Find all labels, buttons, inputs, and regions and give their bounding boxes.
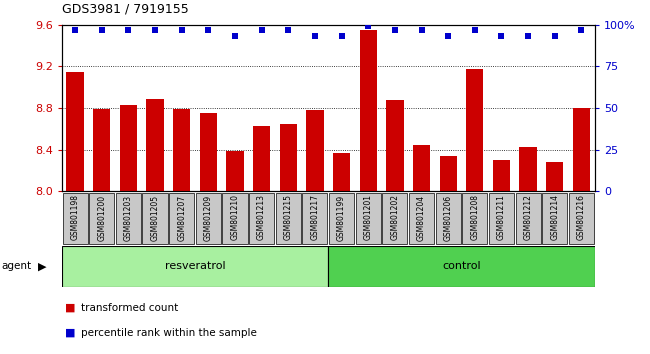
Point [150,27,161,33]
FancyBboxPatch shape [249,193,274,244]
Point [390,27,400,33]
FancyBboxPatch shape [169,193,194,244]
FancyBboxPatch shape [462,193,488,244]
Text: GSM801213: GSM801213 [257,194,266,240]
Point [230,34,240,39]
Bar [146,99,164,191]
Bar [359,30,377,191]
FancyBboxPatch shape [489,193,514,244]
Point [497,34,507,39]
Text: resveratrol: resveratrol [164,261,226,272]
Text: GSM801207: GSM801207 [177,194,186,241]
Bar [120,105,137,191]
Text: control: control [442,261,481,272]
FancyBboxPatch shape [116,193,141,244]
Bar [546,162,564,191]
Text: GSM801204: GSM801204 [417,194,426,241]
FancyBboxPatch shape [515,193,541,244]
Text: GSM801214: GSM801214 [551,194,559,240]
Bar [280,124,297,191]
Bar [573,108,590,191]
Bar [93,109,110,191]
Point [203,27,213,33]
FancyBboxPatch shape [569,193,594,244]
FancyBboxPatch shape [302,193,328,244]
Text: GSM801199: GSM801199 [337,194,346,241]
Text: GSM801198: GSM801198 [71,194,79,240]
Text: GSM801216: GSM801216 [577,194,586,240]
FancyBboxPatch shape [89,193,114,244]
Text: GSM801215: GSM801215 [284,194,292,240]
Bar [466,69,484,191]
Point [417,27,427,33]
Bar [386,99,404,191]
FancyBboxPatch shape [142,193,168,244]
Text: GSM801212: GSM801212 [524,195,532,240]
Bar [173,109,190,191]
Point [310,34,320,39]
Text: GSM801202: GSM801202 [391,194,399,240]
FancyBboxPatch shape [409,193,434,244]
Text: GSM801206: GSM801206 [444,194,452,241]
Text: GSM801208: GSM801208 [471,194,479,240]
Text: GSM801209: GSM801209 [204,194,213,241]
Bar [200,113,217,191]
Text: percentile rank within the sample: percentile rank within the sample [81,328,257,338]
Text: transformed count: transformed count [81,303,179,313]
FancyBboxPatch shape [328,246,595,287]
Point [124,27,134,33]
FancyBboxPatch shape [356,193,381,244]
Bar [519,148,537,191]
Bar [413,145,430,191]
Bar [226,150,244,191]
Point [443,34,454,39]
Point [523,34,533,39]
Point [469,27,480,33]
Bar [253,126,270,191]
Point [337,34,347,39]
FancyBboxPatch shape [382,193,408,244]
Bar [493,160,510,191]
Point [70,27,81,33]
Text: GSM801205: GSM801205 [151,194,159,241]
Text: GSM801201: GSM801201 [364,194,372,240]
Point [177,27,187,33]
Bar [439,156,457,191]
FancyBboxPatch shape [196,193,221,244]
FancyBboxPatch shape [436,193,461,244]
Text: GSM801211: GSM801211 [497,195,506,240]
FancyBboxPatch shape [329,193,354,244]
Point [577,27,587,33]
FancyBboxPatch shape [62,193,88,244]
Text: GSM801217: GSM801217 [311,194,319,240]
Text: GSM801210: GSM801210 [231,194,239,240]
FancyBboxPatch shape [542,193,567,244]
Text: GSM801203: GSM801203 [124,194,133,241]
FancyBboxPatch shape [276,193,301,244]
Point [256,27,267,33]
FancyBboxPatch shape [62,246,328,287]
Bar [333,153,350,191]
Text: agent: agent [1,261,31,272]
Text: ▶: ▶ [38,261,46,272]
Point [283,27,294,33]
Point [363,24,373,29]
Text: ■: ■ [65,303,75,313]
Point [96,27,107,33]
Text: ■: ■ [65,328,75,338]
Bar [306,110,324,191]
Text: GSM801200: GSM801200 [98,194,106,241]
Bar [66,72,84,191]
Text: GDS3981 / 7919155: GDS3981 / 7919155 [62,3,188,16]
Point [550,34,560,39]
FancyBboxPatch shape [222,193,248,244]
